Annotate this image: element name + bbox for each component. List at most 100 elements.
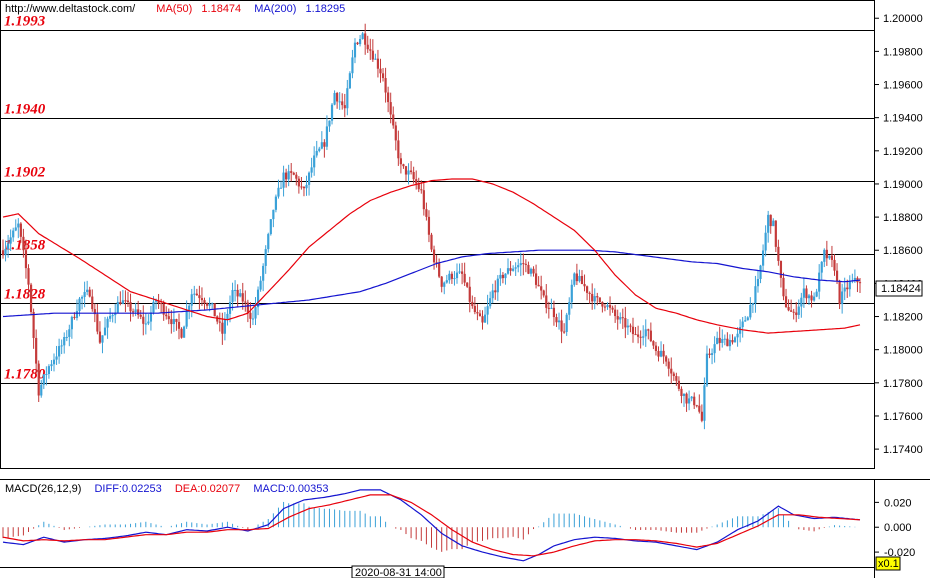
candle xyxy=(672,371,675,381)
candle xyxy=(751,302,754,314)
candle xyxy=(580,270,584,285)
candle xyxy=(185,300,188,329)
level-label-5: 1.1780 xyxy=(4,367,46,383)
macd-tick-label-0: 0.020 xyxy=(884,497,912,509)
price-tick-label-4: 1.19200 xyxy=(883,146,923,158)
candle xyxy=(519,252,522,277)
candle xyxy=(703,377,706,430)
candle xyxy=(198,285,201,310)
candle xyxy=(211,302,214,309)
candle xyxy=(542,289,545,298)
candle xyxy=(527,261,530,275)
macd-tick-label-2: -0.020 xyxy=(884,547,915,559)
candle xyxy=(216,315,219,325)
candle xyxy=(343,93,346,118)
candle xyxy=(272,209,275,228)
candle xyxy=(603,303,607,312)
candle xyxy=(35,329,38,374)
candle xyxy=(759,264,762,284)
zoom-box[interactable] xyxy=(875,556,901,571)
candle xyxy=(52,353,56,372)
candle xyxy=(614,304,617,323)
price-tick-label-7: 1.18600 xyxy=(883,245,923,257)
candle xyxy=(9,229,12,252)
candle xyxy=(37,360,40,403)
candle xyxy=(784,288,788,309)
candle xyxy=(611,305,614,313)
candle xyxy=(384,67,387,103)
candle xyxy=(499,268,502,286)
candle xyxy=(690,395,693,402)
candle xyxy=(463,262,466,286)
candle xyxy=(387,86,390,113)
candle xyxy=(190,288,193,318)
candle xyxy=(524,259,527,273)
candle xyxy=(491,283,494,304)
candle xyxy=(662,344,665,364)
price-axis-ticks: 1.20000 1.19800 1.19600 1.19400 1.19200 1.190… xyxy=(874,13,923,456)
candle xyxy=(402,163,405,169)
candle xyxy=(596,292,599,306)
candle xyxy=(555,313,558,327)
candle xyxy=(657,346,660,362)
ma200-legend-value: 1.18295 xyxy=(305,3,345,15)
candle xyxy=(63,332,66,354)
candle xyxy=(575,263,578,286)
candle xyxy=(409,161,413,175)
candle xyxy=(608,296,612,316)
candle xyxy=(348,71,351,89)
candle xyxy=(670,357,673,384)
candle xyxy=(504,273,507,285)
candle xyxy=(468,276,471,313)
candle xyxy=(96,303,99,335)
candle xyxy=(254,297,257,326)
candle xyxy=(823,248,826,268)
candle xyxy=(24,239,28,279)
level-label-3: 1.1858 xyxy=(4,238,46,254)
candle xyxy=(537,276,540,287)
candle xyxy=(795,302,798,323)
candle xyxy=(88,286,91,298)
candle xyxy=(453,271,456,286)
candle xyxy=(591,283,594,310)
candle xyxy=(218,312,221,332)
candle xyxy=(568,297,571,321)
candle xyxy=(835,263,839,285)
candle xyxy=(366,35,369,53)
candle xyxy=(394,121,397,151)
candle xyxy=(665,355,668,367)
candle xyxy=(636,325,640,344)
candle xyxy=(50,360,53,372)
candle xyxy=(767,210,770,243)
candle xyxy=(65,330,68,342)
svg-text:http://www.deltastock.com/: http://www.deltastock.com/ MA(50) 1.1847… xyxy=(5,3,345,15)
candle xyxy=(629,323,632,333)
candle xyxy=(443,281,446,295)
candle xyxy=(70,315,73,339)
candle xyxy=(86,280,89,296)
candle xyxy=(12,227,15,242)
candle xyxy=(244,290,247,312)
candle xyxy=(509,261,512,276)
macd-tick-label-1: 0.000 xyxy=(884,522,912,534)
candle xyxy=(619,312,622,324)
candle xyxy=(624,306,627,339)
candle xyxy=(98,321,102,345)
candle xyxy=(208,297,211,312)
candle xyxy=(137,300,140,319)
candle xyxy=(144,313,147,335)
zoom-label[interactable]: x0.1 xyxy=(878,558,899,570)
candle xyxy=(450,271,454,284)
candle xyxy=(659,341,663,358)
macd-value-legend: MACD:0.00353 xyxy=(253,483,328,495)
candle xyxy=(231,282,234,311)
candle xyxy=(532,266,535,277)
candle xyxy=(685,392,688,412)
candle xyxy=(427,210,431,243)
candle xyxy=(634,327,637,336)
level-label-0: 1.1993 xyxy=(4,14,46,30)
candle xyxy=(486,294,489,325)
candle xyxy=(162,300,165,321)
candle xyxy=(256,286,260,316)
candle xyxy=(246,299,249,323)
